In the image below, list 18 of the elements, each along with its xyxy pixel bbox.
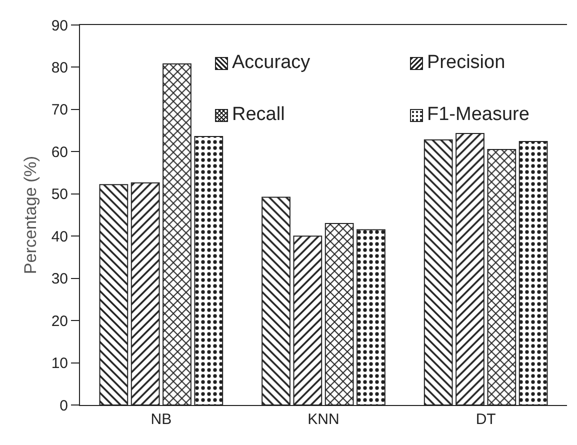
x-tick-label: NB [150, 411, 172, 428]
y-tick-label: 40 [51, 228, 68, 246]
legend-label: Accuracy [232, 52, 310, 74]
y-tick-label: 90 [51, 17, 68, 34]
y-tick-label: 30 [51, 270, 68, 288]
y-tick-label: 60 [51, 144, 68, 161]
y-axis-title: Percentage (%) [21, 156, 40, 274]
y-tick-label: 70 [51, 102, 68, 119]
x-tick-label: KNN [308, 411, 340, 428]
x-tick-label: DT [476, 411, 496, 428]
y-tick-label: 50 [51, 186, 68, 204]
legend-label: F1-Measure [427, 104, 530, 126]
y-tick-label: 10 [51, 355, 68, 372]
y-tick-label: 80 [51, 59, 68, 76]
y-tick-label: 0 [60, 397, 68, 414]
legend-label: Precision [427, 52, 506, 74]
legend-label: Recall [232, 104, 285, 126]
y-tick-label: 20 [51, 312, 68, 330]
